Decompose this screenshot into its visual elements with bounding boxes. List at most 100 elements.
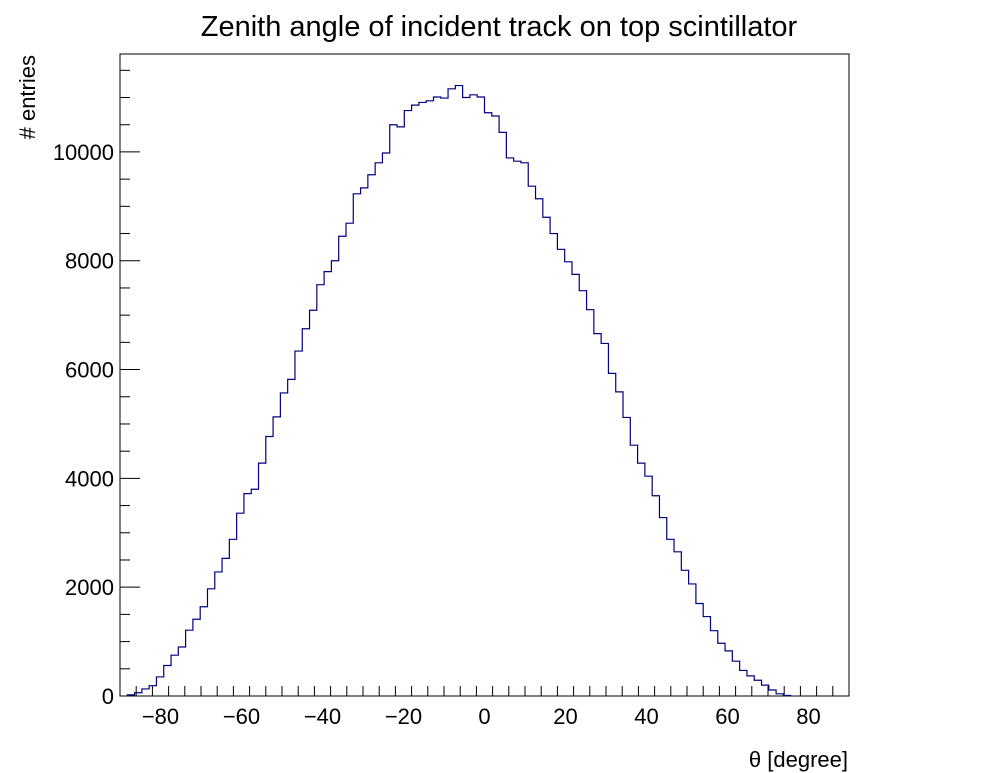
histogram-bin xyxy=(659,518,666,696)
histogram-bin xyxy=(404,111,411,696)
histogram-bin xyxy=(171,655,178,696)
histogram-bin xyxy=(703,617,710,696)
histogram-bin xyxy=(536,199,543,696)
histogram-bin xyxy=(608,373,615,696)
histogram-bin xyxy=(361,188,368,696)
histogram-bin xyxy=(747,676,754,696)
x-tick-label: 60 xyxy=(715,704,739,729)
histogram-bin xyxy=(273,417,280,696)
histogram-bin xyxy=(397,127,404,696)
histogram-bin xyxy=(623,417,630,696)
histogram-bin xyxy=(433,97,440,696)
histogram-bin xyxy=(572,274,579,696)
histogram-bin xyxy=(229,539,236,696)
histogram-bin xyxy=(448,89,455,696)
histogram-bin xyxy=(579,291,586,696)
histogram-bin xyxy=(390,125,397,696)
histogram-bin xyxy=(645,476,652,696)
histogram-bin xyxy=(681,570,688,696)
histogram-bin xyxy=(674,552,681,696)
histogram-outline xyxy=(126,84,792,697)
x-tick-label: 20 xyxy=(553,704,577,729)
histogram-bin xyxy=(521,163,528,696)
histogram-bin xyxy=(499,132,506,696)
histogram-bin xyxy=(412,105,419,696)
x-tick-label: 0 xyxy=(478,704,490,729)
histogram-bin xyxy=(142,689,149,696)
histogram-bin xyxy=(266,436,273,696)
chart-title: Zenith angle of incident track on top sc… xyxy=(201,11,798,43)
histogram-bin xyxy=(302,329,309,696)
x-axis-label: θ [degree] xyxy=(749,747,848,772)
histogram-bin xyxy=(324,272,331,696)
y-tick-label: 0 xyxy=(102,684,114,709)
histogram-bin xyxy=(550,234,557,696)
histogram-bin xyxy=(156,677,163,696)
histogram-bin xyxy=(419,102,426,696)
histogram-bin xyxy=(528,186,535,696)
histogram-bin xyxy=(754,680,761,696)
histogram-bin xyxy=(346,223,353,696)
histogram-bins xyxy=(127,86,790,696)
histogram-bin xyxy=(222,558,229,696)
histogram-bin xyxy=(441,98,448,696)
x-axis: −80 −60 −40 −20 0 20 40 60 80 xyxy=(119,686,850,729)
histogram-bin xyxy=(251,489,258,696)
histogram-bin xyxy=(193,619,200,696)
y-tick-label: 10000 xyxy=(53,140,114,165)
histogram-bin xyxy=(259,463,266,696)
histogram-bin xyxy=(565,262,572,696)
x-tick-label: 40 xyxy=(634,704,658,729)
histogram-bin xyxy=(164,666,171,696)
histogram-bin xyxy=(477,97,484,696)
x-tick-label: 80 xyxy=(796,704,820,729)
histogram-bin xyxy=(353,194,360,696)
y-tick-label: 6000 xyxy=(65,358,114,383)
histogram-bin xyxy=(689,584,696,696)
histogram-bin xyxy=(696,604,703,696)
histogram-bin xyxy=(310,310,317,696)
histogram-bin xyxy=(426,101,433,696)
histogram-bin xyxy=(244,494,251,696)
histogram-bin xyxy=(652,496,659,696)
histogram-bin xyxy=(718,643,725,696)
plot-frame xyxy=(119,53,850,697)
histogram-bin xyxy=(470,95,477,696)
histogram-bin xyxy=(594,334,601,696)
histogram-bin xyxy=(485,113,492,696)
y-tick-label: 2000 xyxy=(65,575,114,600)
x-tick-label: −60 xyxy=(223,704,260,729)
histogram-bin xyxy=(288,379,295,696)
histogram-bin xyxy=(601,343,608,696)
histogram-bin xyxy=(382,153,389,696)
histogram-bin xyxy=(375,163,382,696)
histogram-bin xyxy=(587,310,594,696)
histogram-bin xyxy=(543,217,550,696)
histogram-bin xyxy=(295,351,302,696)
histogram-bin xyxy=(740,670,747,696)
histogram-bin xyxy=(331,261,338,696)
histogram-bin xyxy=(514,161,521,696)
histogram-bin xyxy=(207,589,214,696)
histogram-bin xyxy=(557,249,564,696)
histogram-bin xyxy=(638,463,645,696)
y-tick-label: 4000 xyxy=(65,466,114,491)
histogram-bin xyxy=(616,392,623,696)
histogram-bin xyxy=(492,116,499,696)
histogram-bin xyxy=(237,513,244,696)
histogram-bin xyxy=(769,690,776,696)
y-axis: 0 2000 4000 6000 8000 10000 xyxy=(53,69,140,709)
histogram-bin xyxy=(200,607,207,696)
histogram-bin xyxy=(630,445,637,696)
histogram-bin xyxy=(339,236,346,696)
x-tick-label: −40 xyxy=(304,704,341,729)
histogram-bin xyxy=(186,630,193,696)
histogram-bin xyxy=(317,285,324,696)
x-tick-label: −20 xyxy=(385,704,422,729)
y-tick-label: 8000 xyxy=(65,249,114,274)
histogram-bin xyxy=(215,572,222,696)
histogram-bin xyxy=(506,158,513,696)
histogram-bin xyxy=(463,98,470,696)
histogram-bin xyxy=(667,539,674,696)
